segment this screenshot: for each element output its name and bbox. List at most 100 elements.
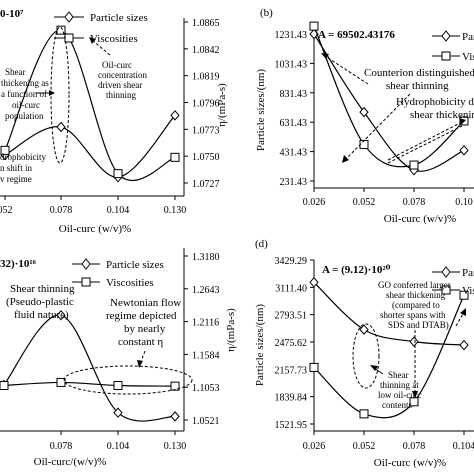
panel-d-ann-9: contents — [382, 400, 412, 410]
panel-c-x-tick-label: 0.104 — [107, 441, 130, 452]
panel-d-series-1-point — [409, 397, 419, 407]
panel-a-y-tick-label: 1.0727 — [192, 179, 220, 190]
panel-b-label: (b) — [260, 7, 273, 19]
panel-a-ann-3: a function of — [1, 89, 47, 99]
panel-d-y-tick-label: 2157.73 — [275, 365, 308, 376]
panel-b-y-tick-label: 231.43 — [280, 177, 308, 188]
panel-a-ann-12: v regime — [0, 174, 32, 184]
panel-c-y-tick-label: 1.1584 — [192, 350, 220, 361]
panel-d-ann-7: thinning at — [380, 380, 419, 390]
panel-a-y-tick-label: 1.0842 — [192, 45, 220, 56]
panel-d-arrowhead-1 — [370, 365, 378, 371]
panel-d-ann-6: Shear — [388, 370, 409, 380]
panel-a-arrowhead-2 — [89, 37, 96, 44]
panel-b-x-tick-label: 0.026 — [303, 197, 326, 208]
panel-a-ann-11: n shift in — [0, 163, 33, 173]
panel-a-series-0-point — [56, 121, 66, 133]
panel-a-ann-2: thickening as — [1, 78, 49, 88]
panel-c-ann-1: Shear thinning — [10, 283, 75, 295]
panel-b-y-tick-label: 431.43 — [280, 148, 308, 159]
panel-a-arrowhead-1 — [49, 90, 55, 96]
panel-c-arrowhead-1 — [137, 360, 143, 368]
legend-d-viscosity-label: Visc — [462, 285, 474, 297]
panel-d-x-tick-label: 0.104 — [453, 441, 474, 452]
panel-a-ann-10: drophobicity — [0, 152, 46, 162]
panel-c-series-1-point — [170, 381, 180, 391]
panel-b-series-1-point — [309, 21, 319, 31]
legend-d-particle-label: Par — [462, 267, 474, 279]
panel-a-y2-axis-label: η/(mPa-s) — [216, 83, 228, 127]
panel-d-arrowhead-3 — [460, 308, 466, 316]
panel-c-y2-axis-label: η/(mPa-s) — [225, 308, 237, 352]
panel-c: 32)·10¹⁶ 0.078 0.104 0.130 1.3180 1.2643 1.2… — [0, 248, 237, 468]
panel-a: 0-10⁷ 052 0.078 0.104 0.130 1.0865 1.0842 1.0… — [0, 8, 228, 235]
panel-d-y-tick-label: 2793.51 — [275, 311, 308, 322]
legend-c-particle-marker — [81, 258, 91, 270]
panel-d-ann-3: (compared to — [392, 300, 440, 310]
panel-b-parameter: A = 69502.43176 — [318, 29, 395, 41]
panel-b-arrowhead-3 — [459, 118, 466, 125]
panel-b-arrow-2 — [344, 93, 411, 161]
panel-c-ann-5: regime depicted — [106, 310, 177, 322]
panel-c-x-axis-label: Oil-curc/(w/v)% — [34, 456, 107, 468]
panel-a-y-tick-label: 1.0796 — [192, 99, 220, 110]
legend-b-particle-marker — [441, 30, 451, 42]
panel-a-y-tick-label: 1.0865 — [192, 18, 220, 29]
panel-a-series-1-point — [170, 152, 180, 162]
legend-b-viscosity-label: Visc — [462, 51, 474, 63]
panel-a-series-1-point — [113, 169, 123, 179]
panel-b-series-0-point — [359, 106, 369, 118]
panel-a-ann-4: oil-curc — [12, 100, 40, 110]
panel-d-parameter: A = (9.12)·10²⁰ — [322, 264, 391, 276]
panel-c-parameter: 32)·10¹⁶ — [0, 258, 37, 270]
panel-c-series-1-point — [0, 381, 9, 391]
panel-d-series-1-point — [459, 290, 469, 300]
panel-c-ann-2: (Pseudo-plastic — [6, 296, 74, 308]
panel-b-series-1-point — [359, 139, 369, 149]
panel-a-ann-9: thinning — [106, 90, 137, 100]
panel-b-series-0-line — [313, 33, 465, 172]
panel-c-y-tick-label: 1.2116 — [192, 318, 219, 329]
panel-b-arrowhead-2 — [342, 155, 349, 163]
panel-c-y-tick-label: 1.0521 — [192, 416, 220, 427]
panel-d-ann-1: GO conferred larger — [378, 280, 451, 290]
panel-b-y-tick-label: 831.43 — [280, 89, 308, 100]
panel-c-dashed-ellipse — [63, 365, 193, 395]
legend-a-particle-marker — [64, 11, 74, 23]
panel-b-arrow-4 — [387, 125, 463, 164]
panel-c-ann-3: fluid nature) — [14, 309, 69, 321]
legend-a-particle-label: Particle sizes — [90, 12, 148, 24]
legend-d-particle-marker — [441, 266, 451, 278]
panel-d-dashed-ellipse — [352, 323, 380, 389]
legend-c-viscosity-label: Viscosities — [106, 277, 154, 289]
panel-c-series-1-line — [3, 381, 176, 387]
legend-b-particle-label: Par — [462, 31, 474, 43]
panel-c-series-1-point — [113, 381, 123, 391]
panel-d-arrow-3 — [455, 311, 465, 327]
panel-c-x-tick-label: 0.130 — [164, 441, 187, 452]
panel-c-x-tick-label: 0.078 — [50, 441, 73, 452]
panel-d-y-tick-label: 3429.29 — [275, 256, 308, 267]
legend-c-viscosity-marker — [81, 277, 91, 287]
panel-d-ann-8: low oil-curc — [378, 390, 422, 400]
panel-a-ann-6: Oil-curc — [102, 60, 132, 70]
panel-c-y-tick-label: 1.1053 — [192, 383, 220, 394]
panel-d-y-tick-label: 1839.84 — [275, 393, 308, 404]
panel-b-arrow-3 — [387, 121, 463, 161]
panel-d-x-axis-label: Oil-curc (w/v)% — [374, 457, 446, 469]
panel-b-x-tick-label: 0.052 — [353, 197, 376, 208]
panel-b-x-tick-label: 0.078 — [403, 197, 426, 208]
panel-b-y-tick-label: 631.43 — [280, 118, 308, 129]
panel-c-y-tick-label: 1.3180 — [192, 252, 220, 263]
panel-a-x-tick-label: 052 — [0, 205, 13, 216]
panel-c-series-0-point — [56, 309, 66, 321]
panel-d-series-1-point — [359, 409, 369, 419]
panel-d-ann-5: SDS and DTAB) — [388, 320, 449, 330]
panel-d-y-axis-label: Particle sizes/(nm) — [254, 304, 266, 387]
panel-d-series-0-point — [409, 336, 419, 347]
panel-d-y-tick-label: 3111.40 — [275, 283, 307, 294]
panel-a-x-axis-label: Oil-curc (w/v)% — [59, 223, 131, 235]
panel-d-ann-4: shorter spans with — [380, 310, 446, 320]
panel-d-x-tick-label: 0.078 — [403, 441, 426, 452]
legend-a-viscosity-marker — [64, 33, 74, 43]
